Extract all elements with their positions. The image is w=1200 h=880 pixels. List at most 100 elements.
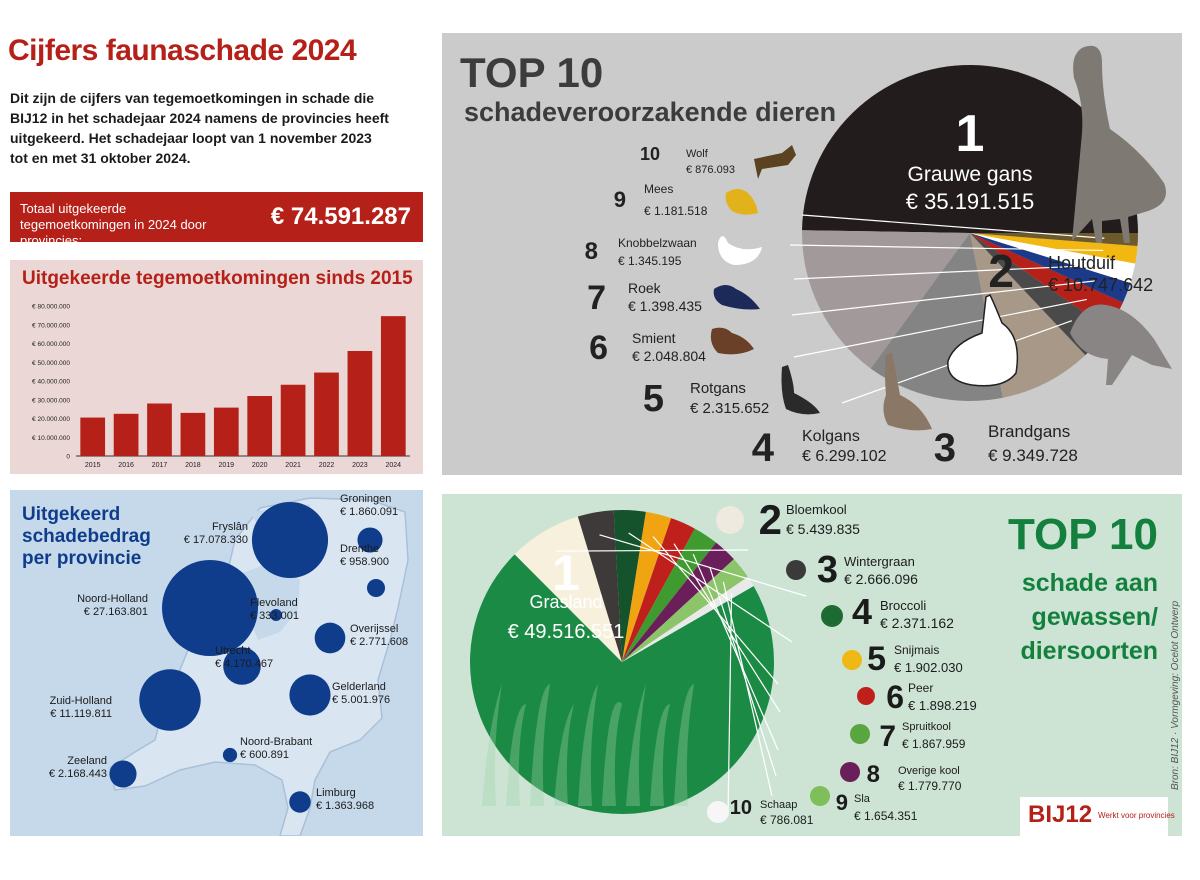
province-name: Gelderland bbox=[332, 681, 386, 693]
crop-value: € 1.898.219 bbox=[908, 698, 977, 713]
animal-name: Smient bbox=[632, 330, 676, 346]
total-box: Totaal uitgekeerde tegemoetkomingen in 2… bbox=[10, 192, 423, 248]
province-value: € 958.900 bbox=[340, 556, 389, 568]
crop-value: € 2.371.162 bbox=[880, 615, 954, 631]
bar-2017 bbox=[147, 403, 172, 456]
leader-line bbox=[628, 532, 793, 643]
x-tick-label: 2024 bbox=[386, 462, 402, 469]
grass-blade bbox=[530, 684, 550, 806]
barnacle-goose-icon bbox=[947, 293, 1019, 387]
province-value: € 1.363.968 bbox=[316, 800, 374, 812]
province-bubble-utrecht bbox=[223, 647, 261, 685]
logo-tagline: Werkt voor provincies bbox=[1098, 811, 1175, 820]
animal-value: € 35.191.515 bbox=[906, 189, 1034, 214]
x-tick-label: 2015 bbox=[85, 462, 101, 469]
province-name: Noord-Brabant bbox=[240, 736, 312, 748]
province-bubble-fryslân bbox=[251, 501, 329, 579]
crop-name: Wintergraan bbox=[844, 554, 915, 569]
grass-blade bbox=[578, 684, 598, 806]
province-bubble-limburg bbox=[289, 791, 311, 813]
crop-subtitle-line-2: gewassen/ bbox=[1031, 603, 1158, 631]
province-bubble-drenthe bbox=[366, 578, 386, 598]
animal-value: € 2.048.804 bbox=[632, 348, 706, 364]
wheat-icon bbox=[786, 560, 806, 580]
animal-name: Rotgans bbox=[690, 380, 746, 397]
x-tick-label: 2023 bbox=[352, 462, 368, 469]
province-name: Groningen bbox=[340, 493, 391, 505]
animal-slice-6 bbox=[970, 233, 1123, 330]
animal-value: € 9.349.728 bbox=[988, 446, 1078, 465]
bar-2022 bbox=[314, 372, 339, 456]
crop-rank-1: 1 bbox=[552, 545, 580, 601]
crop-rank-9: 9 bbox=[836, 790, 848, 815]
crop-slice-5 bbox=[622, 511, 672, 662]
animal-slice-2 bbox=[802, 230, 970, 369]
province-value: € 5.001.976 bbox=[332, 694, 390, 706]
province-bubble-zuid-holland bbox=[139, 669, 201, 731]
crop-value: € 1.867.959 bbox=[902, 737, 966, 751]
y-tick-label: € 60.000.000 bbox=[32, 341, 70, 348]
white-fronted-goose-icon bbox=[883, 353, 932, 431]
lettuce-icon bbox=[810, 786, 830, 806]
bar-2021 bbox=[280, 384, 306, 456]
animal-name: Wolf bbox=[686, 148, 709, 160]
crop-name: Bloemkool bbox=[786, 502, 847, 517]
province-value: € 17.078.330 bbox=[184, 534, 248, 546]
crop-slice-9 bbox=[622, 559, 748, 662]
animal-value: € 876.093 bbox=[686, 164, 735, 176]
animal-value: € 10.747.642 bbox=[1048, 275, 1153, 295]
sheep-icon bbox=[707, 801, 729, 823]
crop-name: Schaap bbox=[760, 799, 797, 811]
bij12-logo: BIJ12 Werkt voor provincies bbox=[1020, 797, 1175, 837]
bar-chart-title: Uitgekeerde tegemoetkomingen sinds 2015 bbox=[22, 268, 413, 289]
province-bubble-gelderland bbox=[289, 674, 331, 716]
intro-text: Dit zijn de cijfers van tegemoetkomingen… bbox=[10, 90, 389, 166]
province-value: € 1.860.091 bbox=[340, 506, 398, 518]
crop-slice-3 bbox=[577, 510, 622, 662]
total-value: € 74.591.287 bbox=[270, 203, 411, 230]
sprouts-icon bbox=[850, 724, 870, 744]
rook-icon bbox=[713, 285, 760, 310]
y-tick-label: € 30.000.000 bbox=[32, 397, 70, 404]
animal-rank-4: 4 bbox=[752, 426, 775, 470]
province-name: Drenthe bbox=[340, 543, 379, 555]
grass-blade bbox=[650, 704, 670, 806]
x-tick-label: 2017 bbox=[152, 462, 168, 469]
crop-name: Overige kool bbox=[898, 765, 960, 777]
crop-value: € 1.779.770 bbox=[898, 779, 962, 793]
y-tick-label: € 40.000.000 bbox=[32, 379, 70, 386]
map-title: Uitgekeerd schadebedrag per provincie bbox=[22, 504, 151, 570]
x-tick-label: 2021 bbox=[285, 462, 301, 469]
animal-value: € 2.315.652 bbox=[690, 400, 769, 417]
x-tick-label: 2018 bbox=[185, 462, 201, 469]
province-name: Zeeland bbox=[67, 755, 107, 767]
province-name: Fryslân bbox=[212, 521, 248, 533]
province-value: € 27.163.801 bbox=[84, 606, 148, 618]
province-bubble-flevoland bbox=[270, 609, 282, 621]
crop-slice-10 bbox=[622, 576, 754, 662]
bar-2016 bbox=[113, 413, 139, 456]
grass-blade bbox=[554, 704, 574, 806]
crop-slice-2 bbox=[514, 516, 622, 662]
crop-slice-4 bbox=[613, 510, 646, 662]
animal-name: Knobbelzwaan bbox=[618, 236, 697, 250]
crop-name: Snijmais bbox=[894, 643, 939, 657]
province-value: € 2.168.443 bbox=[49, 768, 107, 780]
crop-name: Sla bbox=[854, 793, 871, 805]
animal-name: Kolgans bbox=[802, 428, 860, 445]
province-bubble-groningen bbox=[357, 527, 383, 553]
bar-2023 bbox=[347, 351, 373, 456]
great-tit-icon bbox=[725, 189, 758, 215]
grey-goose-icon bbox=[1072, 45, 1166, 243]
province-value: € 2.771.608 bbox=[350, 636, 408, 648]
province-bubble-noord-brabant bbox=[222, 747, 238, 763]
animal-name: Roek bbox=[628, 280, 662, 296]
province-name: Zuid-Holland bbox=[50, 695, 112, 707]
province-map: Groningen€ 1.860.091 Fryslân€ 17.078.330 D… bbox=[49, 493, 409, 836]
leader-line bbox=[599, 534, 807, 597]
province-map-panel: Groningen € 1.860.091 Fryslân € 17.078.330 D… bbox=[10, 490, 423, 836]
crop-rank-3: 3 bbox=[817, 549, 838, 591]
leader-line bbox=[727, 593, 733, 817]
crop-top10-panel: 1 Grasland € 49.516.551 2 Bloemkool € 5.439.8… bbox=[442, 494, 1182, 836]
